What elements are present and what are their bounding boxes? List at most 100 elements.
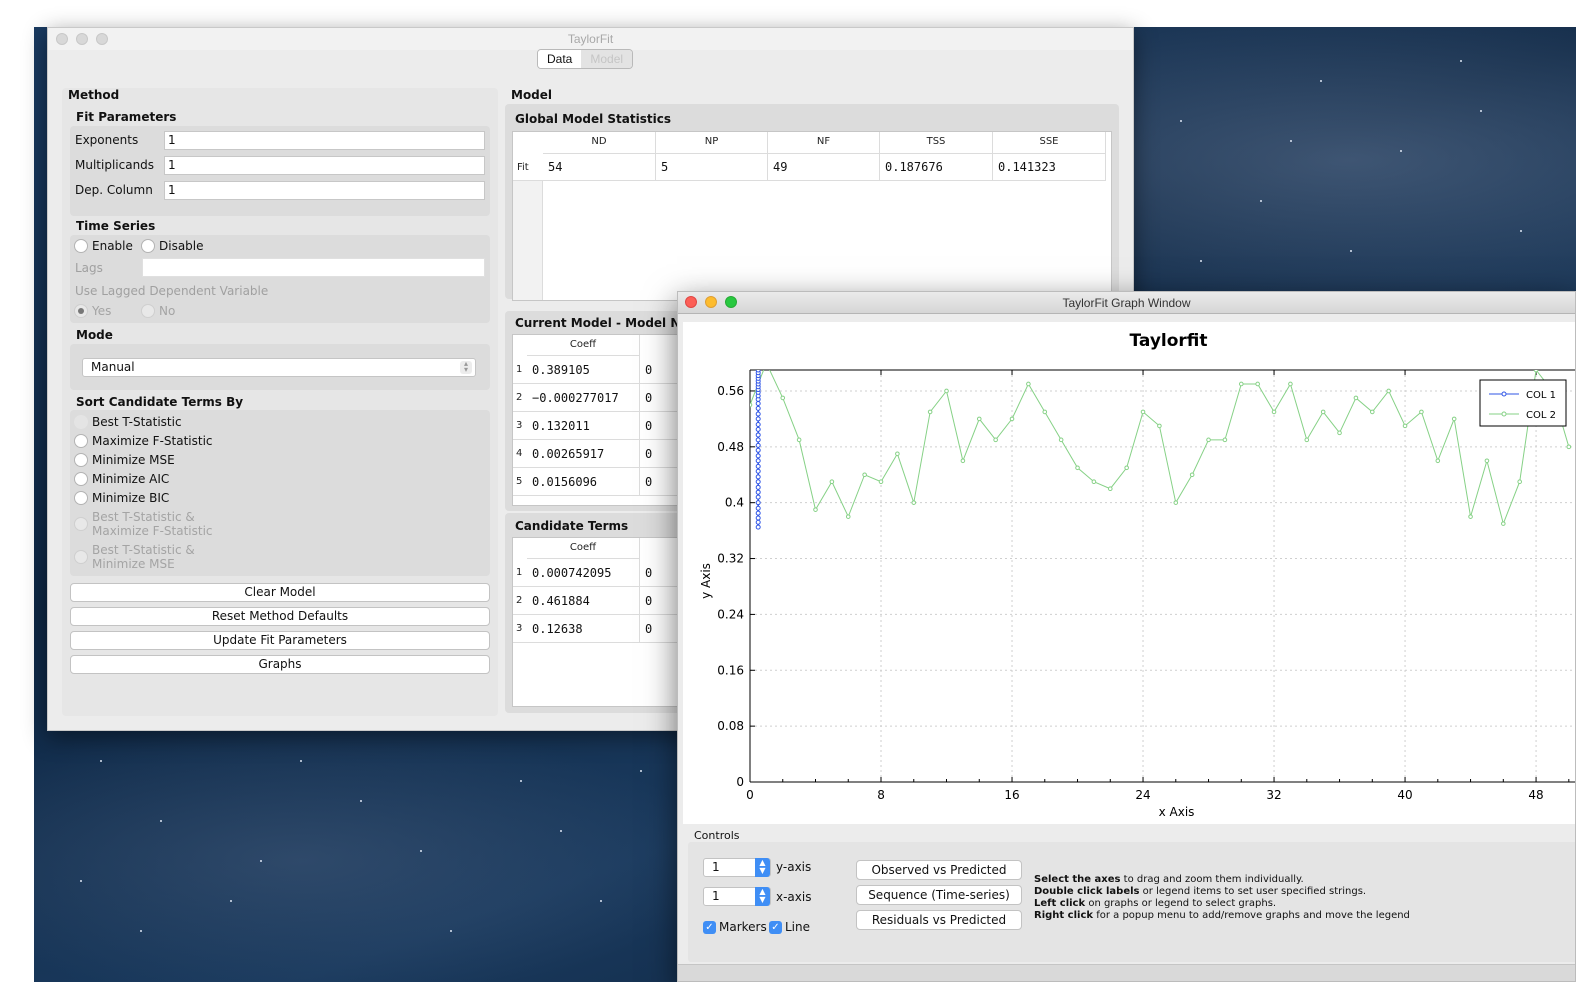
line-checkbox[interactable]: ✓ Line xyxy=(769,920,810,934)
sort-min-bic-radio[interactable]: Minimize BIC xyxy=(74,491,169,505)
coeff-cell[interactable]: −0.000277017 xyxy=(527,384,640,412)
table-cell[interactable]: 0.187676 xyxy=(880,154,993,181)
series-marker-2 xyxy=(1386,388,1391,394)
main-titlebar[interactable]: TaylorFit xyxy=(48,28,1133,50)
series-marker-1 xyxy=(755,489,761,495)
table-cell[interactable]: 0.141323 xyxy=(993,154,1106,181)
reset-method-defaults-button[interactable]: Reset Method Defaults xyxy=(70,607,490,626)
help-rest: on graphs or legend to select graphs. xyxy=(1085,898,1277,909)
close-icon[interactable] xyxy=(56,33,68,45)
sort-option-label: Minimize BIC xyxy=(92,491,170,505)
enable-label: Enable xyxy=(92,239,133,253)
table-cell[interactable]: 49 xyxy=(768,154,880,181)
markers-checkbox[interactable]: ✓ Markers xyxy=(703,920,767,934)
series-marker-2 xyxy=(944,388,949,394)
series-marker-2 xyxy=(960,458,966,464)
graph-window-title: TaylorFit Graph Window xyxy=(1062,296,1191,310)
column-header[interactable]: Coeff xyxy=(527,335,640,356)
series-marker-2 xyxy=(845,514,851,519)
series-marker-2 xyxy=(1419,409,1424,415)
series-marker-2 xyxy=(1255,381,1260,387)
mode-select[interactable]: Manual ▴ ▾ xyxy=(82,358,476,377)
help-rest: to drag and zoom them individually. xyxy=(1120,874,1304,885)
row-header: 5 xyxy=(513,468,527,496)
x-tick-label: 24 xyxy=(1135,788,1150,802)
star xyxy=(1520,230,1522,232)
x-axis-value: 1 xyxy=(712,889,720,903)
star xyxy=(560,830,562,832)
radio-circle xyxy=(74,453,88,467)
clear-model-button[interactable]: Clear Model xyxy=(70,583,490,602)
minimize-icon[interactable] xyxy=(705,296,717,308)
close-icon[interactable] xyxy=(685,296,697,308)
tab-data[interactable]: Data xyxy=(538,50,582,68)
series-marker-2 xyxy=(780,395,786,401)
graphs-button[interactable]: Graphs xyxy=(70,655,490,674)
sort-best-t-min-mse-radio[interactable]: Best T-Statistic & Minimize MSE xyxy=(74,543,195,571)
y-tick-label: 0.4 xyxy=(725,496,744,510)
residuals-vs-predicted-button[interactable]: Residuals vs Predicted xyxy=(856,910,1022,930)
dep-column-field[interactable]: 1 xyxy=(164,181,485,200)
x-axis-spinner[interactable]: 1 ▲ ▼ xyxy=(703,887,771,906)
series-marker-1 xyxy=(755,458,761,464)
disable-radio[interactable]: Disable xyxy=(141,239,204,253)
series-marker-2 xyxy=(1107,486,1113,492)
graph-titlebar[interactable]: TaylorFit Graph Window xyxy=(678,292,1575,314)
multiplicands-field[interactable]: 1 xyxy=(164,156,485,175)
coeff-cell[interactable]: 0.000742095 xyxy=(527,559,640,587)
coeff-cell[interactable]: 0.0156096 xyxy=(527,468,640,496)
sort-best-t-radio[interactable]: Best T-Statistic xyxy=(74,415,182,429)
column-header[interactable]: Coeff xyxy=(527,538,640,559)
plot-area[interactable]: 0 8 16 24 32 40 48 0 0.08 0.16 0.24 0.32 0.4 0.48 0.56… xyxy=(683,322,1576,824)
tab-model[interactable]: Model xyxy=(581,50,633,68)
series-marker-2 xyxy=(765,361,769,365)
column-header[interactable]: NF xyxy=(768,132,880,154)
model-heading: Model xyxy=(511,88,553,102)
row-header: 1 xyxy=(513,559,527,587)
series-marker-2 xyxy=(1091,479,1097,485)
sort-option-label: Maximize F-Statistic xyxy=(92,434,213,448)
series-marker-2 xyxy=(1238,381,1244,387)
sort-min-mse-radio[interactable]: Minimize MSE xyxy=(74,453,175,467)
series-marker-2 xyxy=(1304,437,1310,443)
table-cell[interactable]: 54 xyxy=(543,154,656,181)
column-header[interactable]: NP xyxy=(656,132,768,154)
series-marker-2 xyxy=(1402,423,1408,429)
column-header[interactable]: TSS xyxy=(880,132,993,154)
lags-field[interactable] xyxy=(142,258,485,277)
sort-best-t-max-f-radio[interactable]: Best T-Statistic & Maximize F-Statistic xyxy=(74,510,213,538)
column-header[interactable]: ND xyxy=(543,132,656,154)
y-axis-spinner[interactable]: 1 ▲ ▼ xyxy=(703,858,771,877)
coeff-cell[interactable]: 0.461884 xyxy=(527,587,640,615)
star xyxy=(360,800,362,802)
coeff-cell[interactable]: 0.00265917 xyxy=(527,440,640,468)
lagged-yes-radio[interactable]: Yes xyxy=(74,304,111,318)
minimize-icon[interactable] xyxy=(76,33,88,45)
chart-svg[interactable]: 0 8 16 24 32 40 48 0 0.08 0.16 0.24 0.32 0.4 0.48 0.56… xyxy=(683,322,1576,824)
enable-radio[interactable]: Enable xyxy=(74,239,133,253)
sort-option-label: Best T-Statistic & Maximize F-Statistic xyxy=(92,510,213,538)
coeff-cell[interactable]: 0.12638 xyxy=(527,615,640,643)
chart-title: Taylorfit xyxy=(1129,331,1207,351)
sort-max-f-radio[interactable]: Maximize F-Statistic xyxy=(74,434,213,448)
zoom-icon[interactable] xyxy=(96,33,108,45)
stepper-icon[interactable]: ▲ ▼ xyxy=(755,887,770,906)
zoom-icon[interactable] xyxy=(725,296,737,308)
series-marker-1 xyxy=(755,474,761,480)
yes-label: Yes xyxy=(92,304,112,318)
series-marker-2 xyxy=(1009,416,1015,422)
stepper-icon[interactable]: ▲ ▼ xyxy=(755,858,770,877)
coeff-cell[interactable]: 0.132011 xyxy=(527,412,640,440)
exponents-field[interactable]: 1 xyxy=(164,131,485,150)
star xyxy=(450,930,452,932)
coeff-cell[interactable]: 0.389105 xyxy=(527,356,640,384)
star xyxy=(300,760,302,762)
update-fit-parameters-button[interactable]: Update Fit Parameters xyxy=(70,631,490,650)
sort-min-aic-radio[interactable]: Minimize AIC xyxy=(74,472,169,486)
column-header[interactable]: SSE xyxy=(993,132,1106,154)
observed-vs-predicted-button[interactable]: Observed vs Predicted xyxy=(856,860,1022,880)
star xyxy=(100,760,102,762)
table-cell[interactable]: 5 xyxy=(656,154,768,181)
lagged-no-radio[interactable]: No xyxy=(141,304,175,318)
sequence-time-series-button[interactable]: Sequence (Time-series) xyxy=(856,885,1022,905)
